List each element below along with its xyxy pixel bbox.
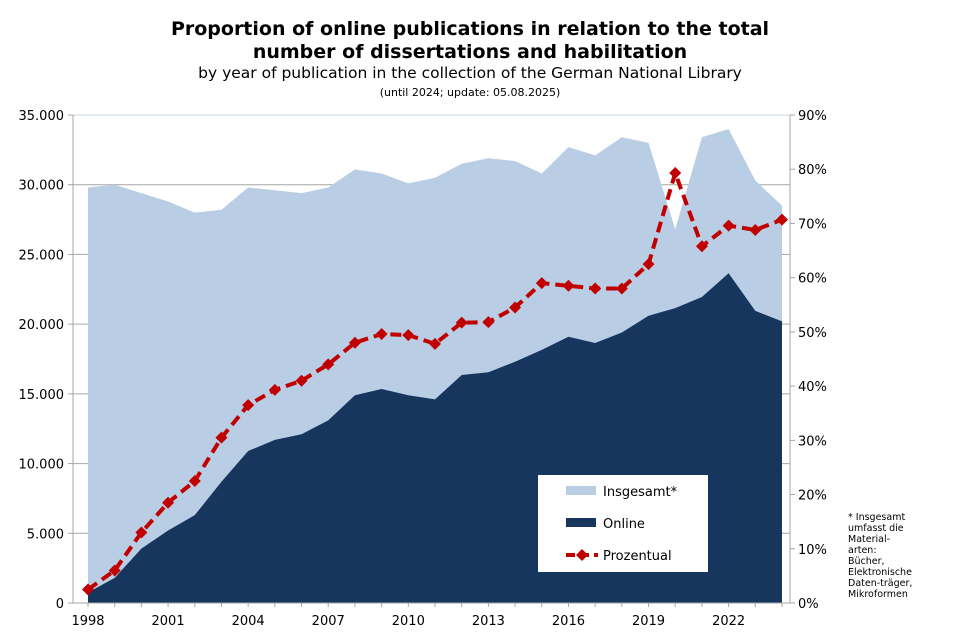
- footnote-line: * Insgesamt: [848, 512, 906, 523]
- legend-swatch: [566, 518, 596, 527]
- chart-note: (until 2024; update: 05.08.2025): [379, 86, 561, 99]
- legend-label: Online: [603, 517, 645, 532]
- x-tick-label: 2019: [632, 614, 665, 629]
- y-left-tick-label: 5.000: [27, 527, 64, 542]
- y-left-tick-label: 0: [56, 597, 64, 612]
- y-right-tick-label: 80%: [798, 163, 827, 178]
- data-point-prozentual: [268, 383, 281, 396]
- data-point-prozentual: [295, 374, 308, 387]
- data-point-prozentual: [669, 167, 682, 180]
- y-right-tick-label: 60%: [798, 272, 827, 287]
- data-point-prozentual: [375, 328, 388, 341]
- y-left-tick-label: 10.000: [19, 458, 65, 473]
- y-left-tick-label: 15.000: [19, 388, 65, 403]
- footnote-line: Daten-träger,: [848, 578, 913, 589]
- x-tick-label: 2001: [152, 614, 185, 629]
- legend-label: Prozentual: [603, 549, 672, 564]
- data-point-prozentual: [188, 475, 201, 487]
- data-point-prozentual: [215, 431, 228, 444]
- y-right-tick-label: 50%: [798, 326, 827, 341]
- legend-marker: [576, 549, 588, 561]
- x-tick-label: 2016: [552, 614, 585, 629]
- y-right-tick-label: 20%: [798, 489, 827, 504]
- data-point-prozentual: [348, 336, 361, 349]
- data-point-prozentual: [776, 213, 788, 226]
- footnote-line: Mikroformen: [848, 589, 908, 600]
- line-prozentual: [86, 166, 783, 592]
- data-point-prozentual: [642, 258, 655, 271]
- data-point-prozentual: [589, 282, 602, 295]
- x-tick-label: 2010: [392, 614, 425, 629]
- data-point-prozentual: [722, 219, 735, 232]
- data-point-prozentual: [455, 316, 468, 329]
- data-point-prozentual: [429, 337, 441, 350]
- data-point-prozentual: [509, 301, 522, 314]
- data-point-prozentual: [749, 223, 762, 236]
- y-right-tick-label: 90%: [798, 109, 827, 124]
- data-point-prozentual: [135, 526, 148, 539]
- data-point-prozentual: [402, 329, 415, 342]
- data-point-prozentual: [562, 279, 575, 292]
- y-right-tick-label: 40%: [798, 380, 827, 395]
- y-left-tick-label: 35.000: [19, 109, 65, 124]
- y-left-tick-label: 30.000: [19, 179, 65, 194]
- data-point-prozentual: [695, 240, 708, 253]
- y-left-tick-label: 25.000: [19, 248, 65, 263]
- data-point-prozentual: [535, 277, 548, 290]
- footnote: * Insgesamt umfasst die Material-arten: Büc…: [848, 512, 958, 600]
- y-right-tick-label: 70%: [798, 217, 827, 232]
- y-right-tick-label: 30%: [798, 434, 827, 449]
- y-right-tick-label: 0%: [798, 597, 819, 612]
- data-point-prozentual: [82, 583, 94, 596]
- data-point-prozentual: [322, 358, 335, 371]
- data-point-prozentual: [242, 399, 255, 412]
- data-point-prozentual: [615, 282, 628, 295]
- data-point-prozentual: [108, 564, 121, 577]
- legend-label: Insgesamt*: [603, 485, 678, 500]
- x-tick-label: 2007: [312, 614, 345, 629]
- x-tick-label: 2022: [712, 614, 745, 629]
- footnote-line: Elektronische: [848, 567, 912, 578]
- data-point-prozentual: [482, 316, 495, 329]
- data-point-prozentual: [162, 496, 175, 509]
- footnote-line: arten:: [848, 545, 877, 556]
- x-tick-label: 2004: [232, 614, 265, 629]
- y-right-tick-label: 10%: [798, 543, 827, 558]
- x-tick-label: 2013: [472, 614, 505, 629]
- y-left-tick-label: 20.000: [19, 318, 65, 333]
- footnote-line: Bücher,: [848, 556, 885, 567]
- footnote-line: umfasst die: [848, 523, 904, 534]
- chart-title-line-1: Proportion of online publications in rel…: [170, 18, 770, 40]
- footnote-line: Material-: [848, 534, 891, 545]
- chart-title-line-2: number of dissertations and habilitation: [252, 41, 688, 63]
- legend-swatch: [566, 486, 596, 495]
- x-tick-label: 1998: [71, 614, 104, 629]
- chart-subtitle: by year of publication in the collection…: [198, 64, 742, 82]
